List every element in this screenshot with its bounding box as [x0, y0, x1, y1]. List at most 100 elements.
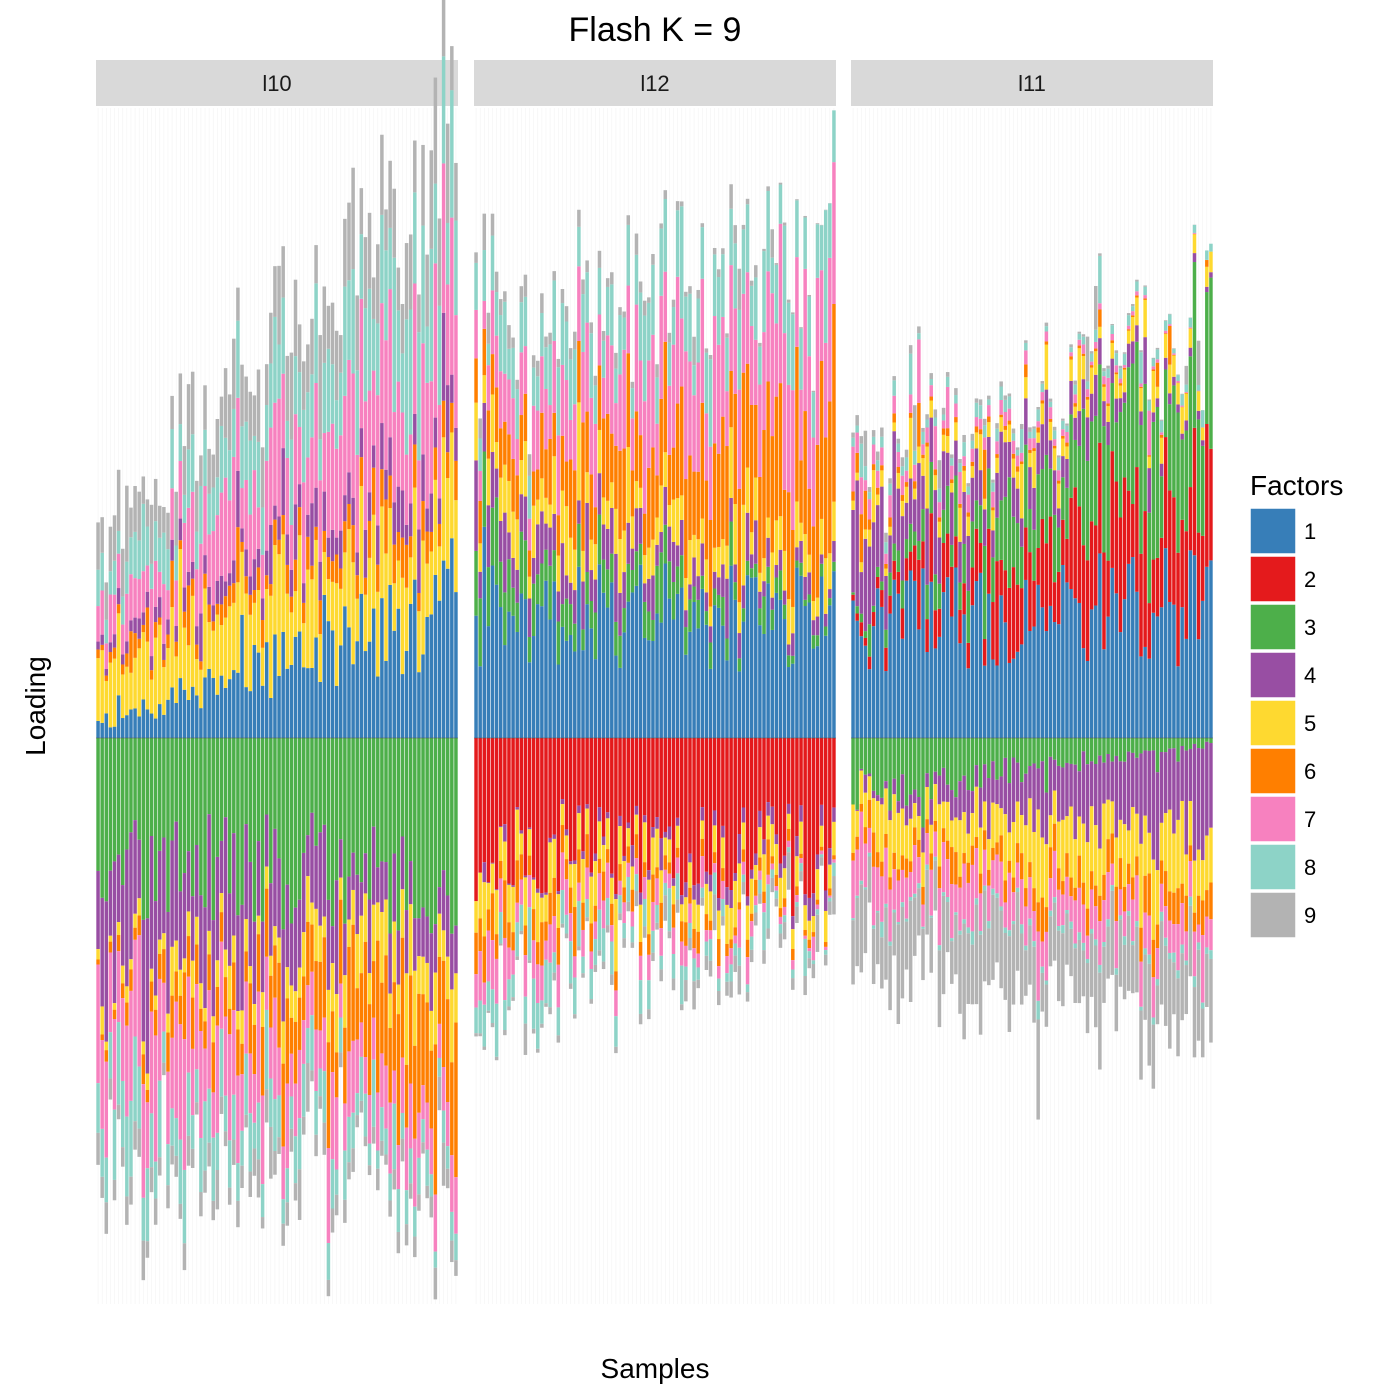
bar-segment-factor-9 [1061, 418, 1065, 421]
bar-segment-factor-1 [1114, 593, 1119, 738]
bar-segment-factor-6 [1073, 887, 1077, 901]
bar-segment-factor-3 [896, 550, 901, 572]
bar-segment-factor-5 [248, 966, 253, 984]
bar-segment-factor-6 [166, 634, 170, 649]
bar-segment-factor-9 [626, 901, 631, 912]
bar-segment-factor-5 [240, 1010, 244, 1044]
bar-segment-factor-3 [867, 624, 872, 657]
bar-segment-factor-6 [174, 971, 178, 1002]
bar-segment-factor-6 [745, 363, 750, 468]
bar-segment-factor-9 [762, 248, 766, 252]
bar-segment-factor-4 [96, 870, 100, 950]
bar-segment-factor-7 [108, 952, 113, 1033]
bar-segment-factor-8 [1073, 384, 1077, 395]
bar-segment-factor-6 [573, 907, 577, 957]
bar-segment-factor-3 [301, 738, 306, 853]
bar-segment-factor-4 [120, 654, 125, 665]
bar-segment-factor-6 [933, 820, 938, 832]
bar-segment-factor-1 [232, 670, 236, 738]
bar-segment-factor-7 [548, 924, 552, 963]
bar-segment-factor-8 [1069, 347, 1073, 353]
bar-segment-factor-6 [786, 828, 791, 841]
bar-segment-factor-5 [1139, 388, 1143, 412]
bar-segment-factor-4 [219, 840, 224, 894]
bar-segment-factor-4 [318, 561, 322, 601]
bar-segment-factor-4 [770, 806, 774, 825]
bar-segment-factor-5 [725, 545, 729, 579]
bar-segment-factor-8 [692, 365, 696, 396]
bar-segment-factor-5 [1061, 819, 1065, 882]
bar-segment-factor-4 [190, 896, 195, 961]
bar-segment-factor-7 [104, 1061, 109, 1158]
bar-segment-factor-4 [1011, 757, 1016, 822]
bar-segment-factor-4 [429, 933, 434, 1011]
bar-segment-factor-2 [1024, 527, 1028, 580]
bar-segment-factor-8 [762, 912, 766, 951]
bar-segment-factor-9 [392, 188, 396, 258]
bar-segment-factor-4 [264, 814, 269, 867]
bar-segment-factor-8 [1131, 941, 1135, 946]
bar-segment-factor-6 [1188, 845, 1193, 861]
bar-segment-factor-2 [515, 738, 519, 808]
bar-segment-factor-5 [125, 666, 129, 716]
bar-segment-factor-4 [498, 520, 503, 562]
bar-segment-factor-2 [688, 738, 692, 854]
bar-segment-factor-4 [1131, 752, 1135, 808]
bar-segment-factor-8 [297, 1118, 302, 1170]
bar-segment-factor-9 [203, 1170, 207, 1193]
bar-segment-factor-9 [1094, 945, 1098, 1028]
bar-segment-factor-7 [125, 593, 129, 642]
bar-segment-factor-6 [248, 594, 253, 615]
bar-segment-factor-6 [733, 393, 737, 505]
bar-segment-factor-2 [851, 594, 855, 601]
bar-segment-factor-5 [630, 516, 635, 549]
bar-segment-factor-8 [178, 1139, 183, 1204]
bar-segment-factor-9 [1003, 395, 1008, 400]
bar-segment-factor-5 [1131, 317, 1135, 342]
bar-segment-factor-4 [1003, 442, 1008, 497]
bar-segment-factor-3 [503, 592, 507, 646]
bar-segment-factor-7 [1168, 324, 1172, 326]
bar-segment-factor-3 [823, 626, 828, 636]
bar-segment-factor-7 [1110, 333, 1114, 341]
bar-segment-factor-3 [1094, 415, 1098, 526]
bar-segment-factor-4 [417, 529, 421, 594]
bar-segment-factor-2 [832, 738, 836, 808]
bar-segment-factor-3 [1028, 738, 1032, 767]
bar-segment-factor-6 [626, 846, 631, 863]
bar-segment-factor-4 [490, 862, 495, 864]
bar-segment-factor-9 [1135, 279, 1139, 282]
bar-segment-factor-4 [917, 463, 921, 541]
bar-segment-factor-4 [330, 926, 335, 964]
bar-segment-factor-6 [982, 830, 987, 850]
bar-segment-factor-8 [819, 854, 824, 858]
bar-segment-factor-8 [659, 228, 663, 296]
bar-segment-factor-5 [527, 829, 532, 856]
bar-segment-factor-8 [667, 888, 672, 932]
bar-segment-factor-9 [1168, 313, 1172, 315]
bar-segment-factor-7 [1098, 303, 1102, 310]
bar-segment-factor-5 [1032, 831, 1036, 889]
bar-segment-factor-7 [966, 494, 970, 513]
bar-segment-factor-5 [888, 820, 892, 878]
bar-segment-factor-9 [871, 430, 876, 437]
bar-segment-factor-7 [807, 948, 812, 952]
bar-segment-factor-3 [1176, 412, 1180, 553]
bar-segment-factor-4 [548, 527, 552, 566]
bar-segment-factor-4 [277, 516, 281, 540]
bar-segment-factor-8 [941, 414, 946, 421]
bar-segment-factor-4 [153, 606, 158, 623]
bar-segment-factor-7 [1007, 872, 1012, 931]
bar-segment-factor-3 [921, 509, 925, 542]
bar-segment-factor-5 [1015, 471, 1020, 489]
bar-segment-factor-7 [663, 869, 668, 883]
bar-segment-factor-1 [684, 654, 688, 738]
bar-segment-factor-9 [749, 280, 754, 286]
bar-segment-factor-2 [962, 583, 966, 615]
bar-segment-factor-3 [1024, 738, 1028, 774]
bar-segment-factor-1 [376, 676, 380, 738]
bar-segment-factor-3 [708, 642, 713, 669]
bar-segment-factor-5 [913, 488, 917, 500]
bar-segment-factor-7 [708, 930, 713, 940]
bar-segment-factor-5 [178, 969, 183, 996]
